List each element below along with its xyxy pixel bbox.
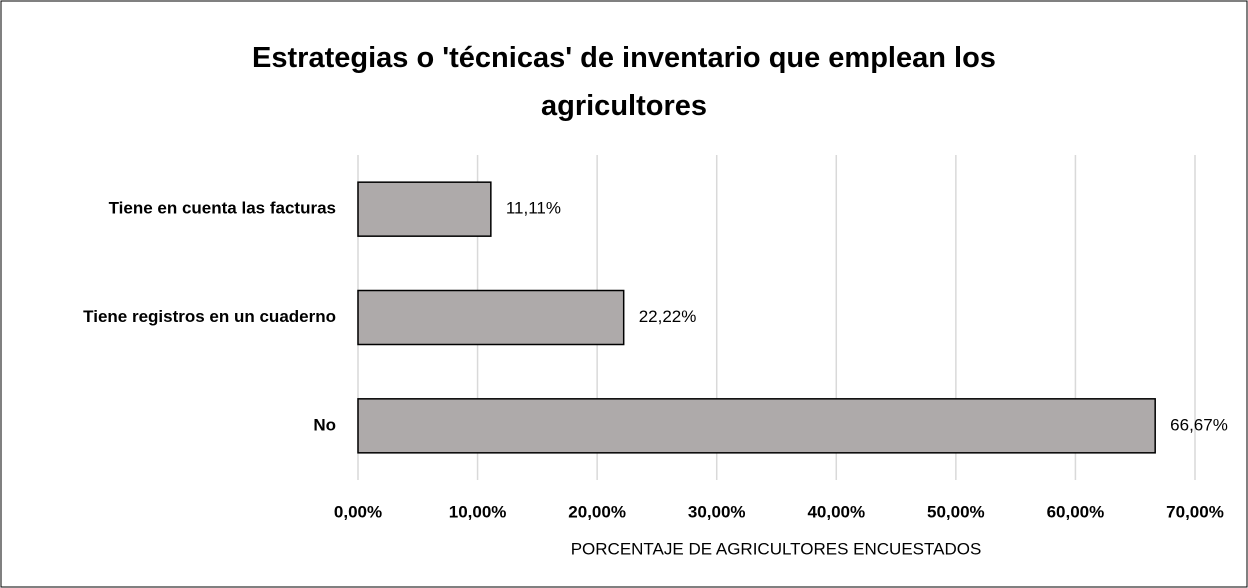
bar [357,289,625,346]
x-tick-label: 20,00% [568,502,626,521]
data-label: 66,67% [1170,415,1228,434]
x-tick-label: 0,00% [334,502,382,521]
x-tick-label: 30,00% [688,502,746,521]
y-tick-label: No [313,415,336,434]
bar [357,181,492,237]
y-tick-label: Tiene registros en un cuaderno [83,307,336,326]
x-tick-label: 10,00% [449,502,507,521]
x-tick-label: 50,00% [927,502,985,521]
bar [357,398,1156,454]
x-tick-label: 40,00% [807,502,865,521]
x-axis-title: PORCENTAJE DE AGRICULTORES ENCUESTADOS [571,539,982,558]
data-label: 11,11% [506,199,561,218]
x-tick-label: 60,00% [1047,502,1105,521]
x-tick-label: 70,00% [1166,502,1224,521]
chart-title: Estrategias o 'técnicas' de inventario q… [252,42,996,122]
y-tick-label: Tiene en cuenta las facturas [109,199,336,218]
data-label: 22,22% [639,307,697,326]
